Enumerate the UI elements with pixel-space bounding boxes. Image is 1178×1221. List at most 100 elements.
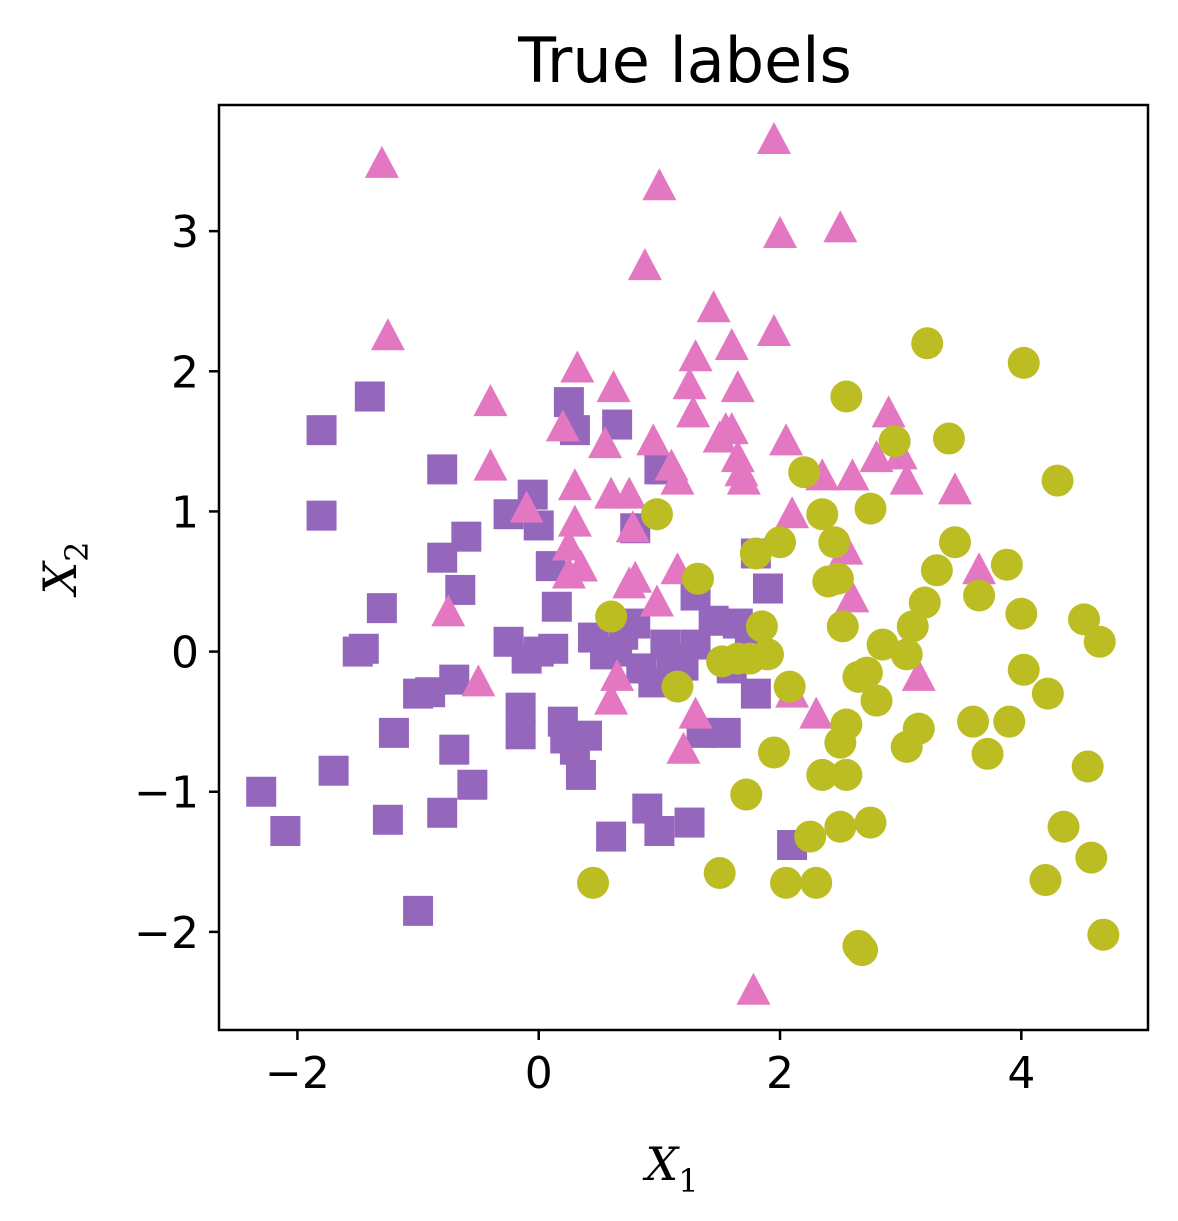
y-tick-label: −1 xyxy=(134,768,199,819)
circle-marker xyxy=(908,586,941,619)
square-marker xyxy=(571,720,602,751)
circle-marker xyxy=(911,327,944,360)
y-tick-label: 3 xyxy=(171,207,199,258)
triangle-marker xyxy=(736,972,771,1005)
x-axis-label-sub: 1 xyxy=(678,1162,698,1200)
y-axis-label-base: X xyxy=(33,560,87,598)
square-marker xyxy=(553,387,584,418)
triangle-marker xyxy=(937,472,972,505)
triangle-marker xyxy=(557,504,592,537)
circle-marker xyxy=(1029,864,1062,897)
circle-marker xyxy=(818,526,851,559)
circle-marker xyxy=(640,498,673,531)
triangle-marker xyxy=(678,696,713,729)
circle-marker xyxy=(938,526,971,559)
circle-marker xyxy=(773,670,806,703)
circle-marker xyxy=(681,562,714,595)
triangle-marker xyxy=(859,440,894,473)
square-marker xyxy=(740,678,771,709)
triangle-marker xyxy=(636,423,671,456)
square-marker xyxy=(427,454,458,485)
x-tick-label: 4 xyxy=(1007,1048,1035,1099)
triangle-marker xyxy=(431,594,466,627)
circle-marker xyxy=(1075,841,1108,874)
triangle-marker xyxy=(560,350,595,383)
plot-frame xyxy=(217,103,1150,1032)
circle-marker xyxy=(821,562,854,595)
square-marker xyxy=(451,521,482,552)
square-marker xyxy=(354,381,385,412)
square-marker xyxy=(306,415,337,446)
triangle-marker xyxy=(473,448,508,481)
circle-marker xyxy=(866,628,899,661)
triangle-marker xyxy=(612,476,647,509)
circle-marker xyxy=(850,656,883,689)
circle-marker xyxy=(824,810,857,843)
circle-marker xyxy=(854,806,887,839)
y-tick-label: −2 xyxy=(134,908,199,959)
x-axis-ticks: −2 0 2 4 xyxy=(265,1030,1035,1099)
circle-marker xyxy=(764,526,797,559)
series-triangle xyxy=(364,122,997,1005)
circle-marker xyxy=(800,866,833,899)
square-marker xyxy=(457,769,488,800)
triangle-marker xyxy=(642,168,677,201)
circle-marker xyxy=(826,610,859,643)
triangle-marker xyxy=(545,409,580,442)
triangle-marker xyxy=(594,682,629,715)
triangle-marker xyxy=(763,215,798,248)
triangle-marker xyxy=(364,145,399,178)
square-marker xyxy=(505,719,536,750)
square-marker xyxy=(366,593,397,624)
triangle-marker xyxy=(726,462,761,495)
triangle-marker xyxy=(696,290,731,323)
triangle-marker xyxy=(835,458,870,491)
y-axis-label: X2 xyxy=(33,541,96,597)
triangle-marker xyxy=(823,210,858,243)
x-axis-label-base: X xyxy=(642,1137,680,1191)
triangle-marker xyxy=(714,328,749,361)
triangle-marker xyxy=(627,248,662,281)
circle-marker xyxy=(1071,750,1104,783)
triangle-marker xyxy=(639,584,674,617)
triangle-marker xyxy=(596,370,631,403)
square-marker xyxy=(270,815,301,846)
triangle-marker xyxy=(660,462,695,495)
square-marker xyxy=(246,776,277,807)
circle-marker xyxy=(703,857,736,890)
circle-marker xyxy=(1087,918,1120,951)
circle-marker xyxy=(661,670,694,703)
square-marker xyxy=(565,759,596,790)
circle-marker xyxy=(1068,603,1101,636)
triangle-marker xyxy=(551,528,586,561)
triangle-marker xyxy=(962,552,997,585)
triangle-marker xyxy=(889,462,924,495)
circle-marker xyxy=(971,737,1004,770)
triangle-marker xyxy=(676,395,711,428)
triangle-marker xyxy=(672,367,707,400)
circle-marker xyxy=(1047,810,1080,843)
triangle-marker xyxy=(588,426,623,459)
square-marker xyxy=(752,573,783,604)
circle-marker xyxy=(788,456,821,489)
square-marker xyxy=(538,633,569,664)
triangle-marker xyxy=(678,339,713,372)
square-marker xyxy=(306,500,337,531)
triangle-marker xyxy=(901,658,936,691)
triangle-marker xyxy=(370,318,405,351)
y-axis-label-sub: 2 xyxy=(58,541,96,561)
square-marker xyxy=(427,797,458,828)
circle-marker xyxy=(757,736,790,769)
circle-marker xyxy=(830,708,863,741)
circle-marker xyxy=(1007,653,1040,686)
y-tick-label: 1 xyxy=(171,487,199,538)
square-marker xyxy=(378,717,409,748)
circle-marker xyxy=(920,554,953,587)
triangle-marker xyxy=(769,423,804,456)
x-tick-label: 0 xyxy=(525,1048,553,1099)
y-axis-label-group: X2 xyxy=(33,541,96,597)
circle-marker xyxy=(830,380,863,413)
triangle-marker xyxy=(714,412,749,445)
square-marker xyxy=(439,734,470,765)
